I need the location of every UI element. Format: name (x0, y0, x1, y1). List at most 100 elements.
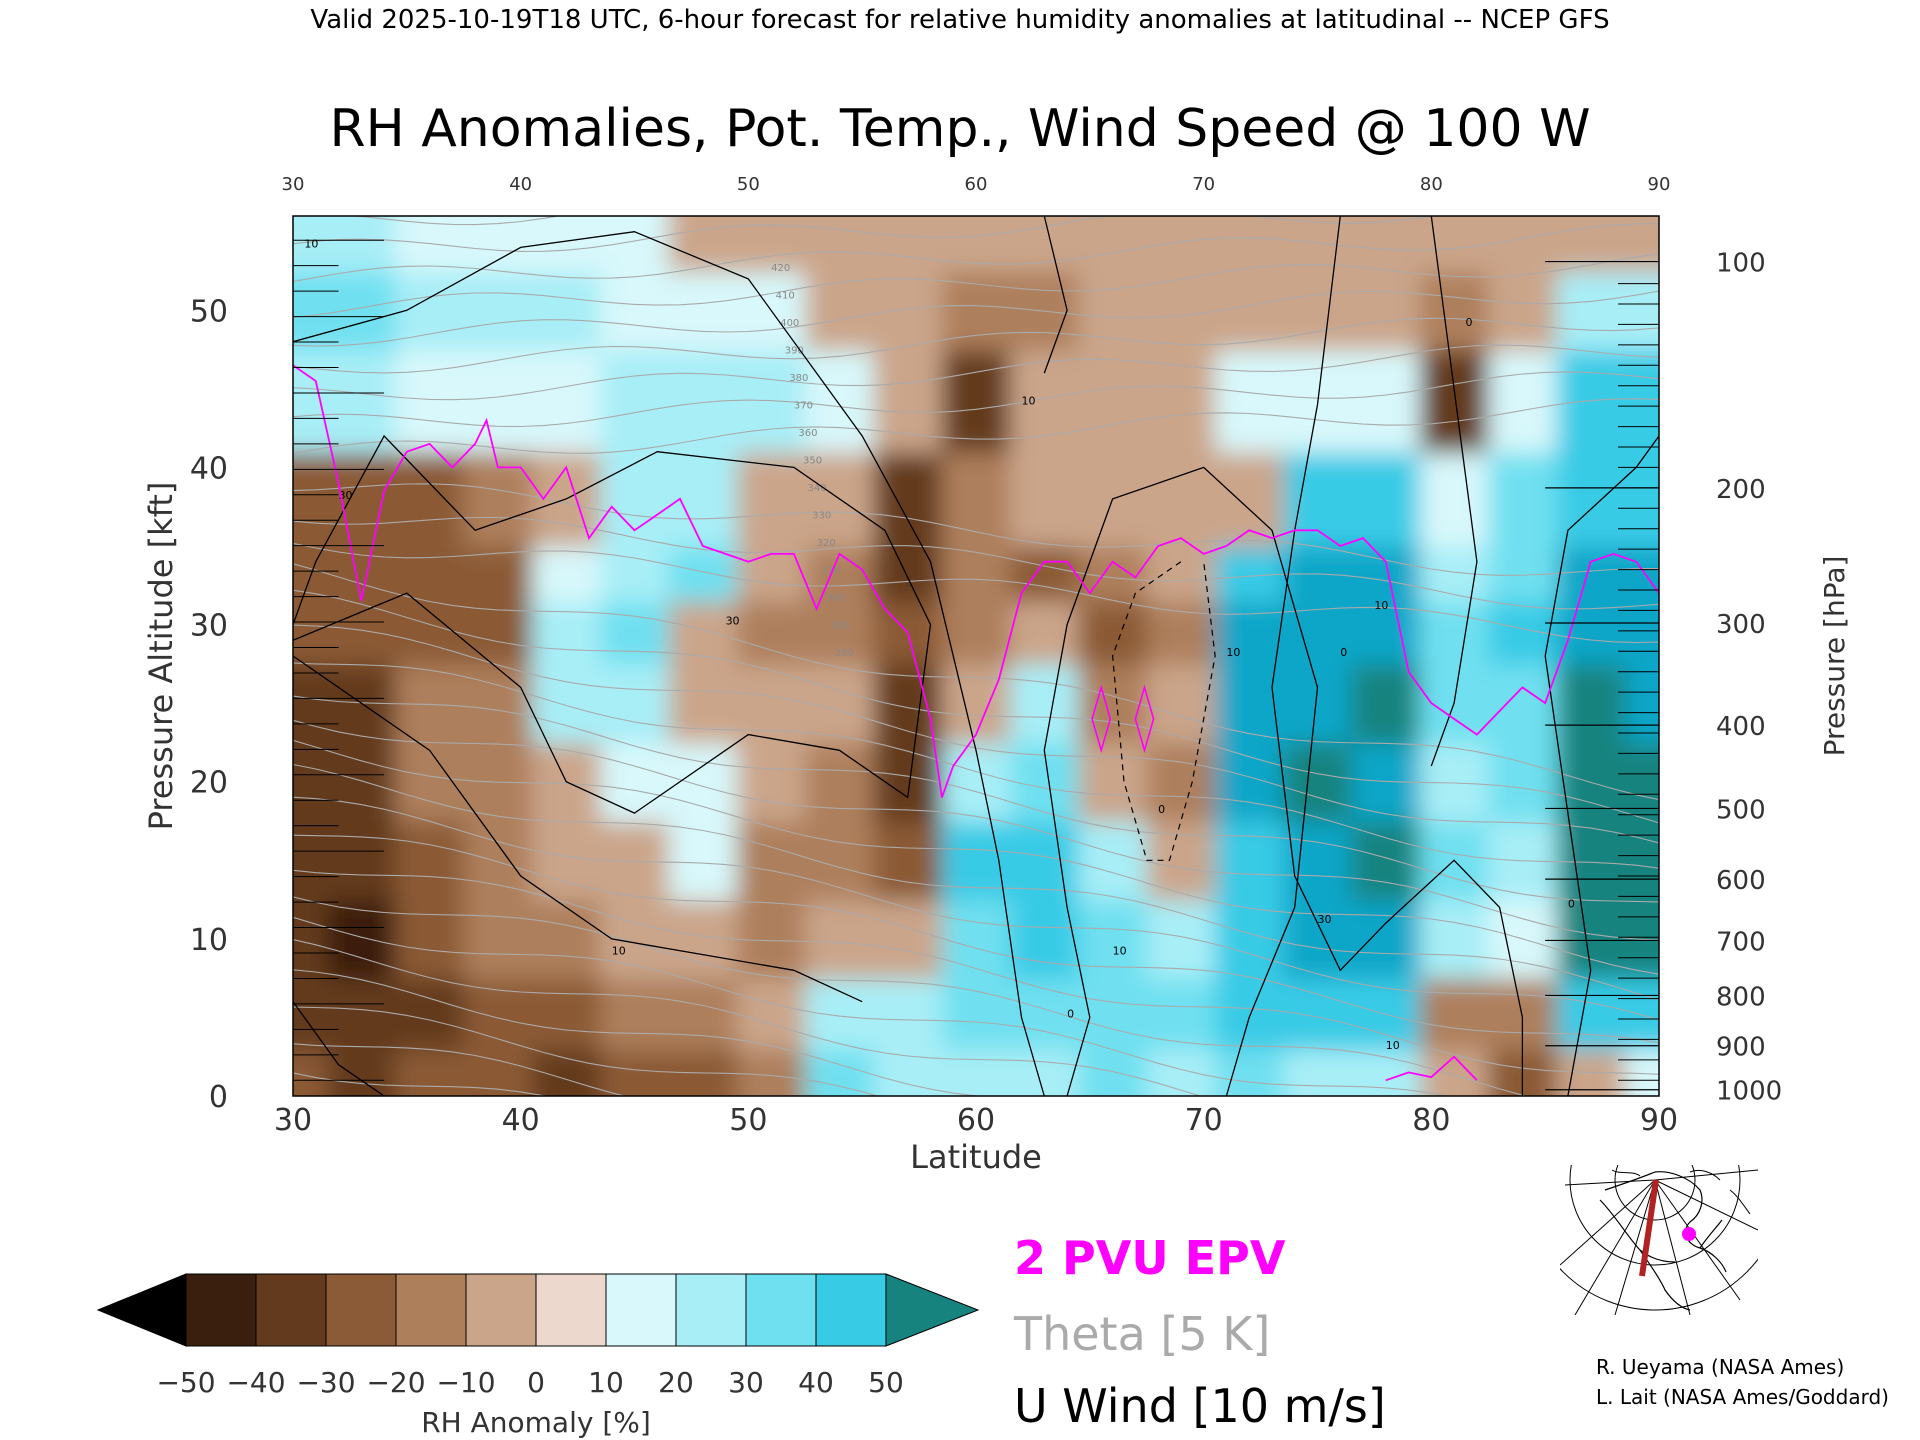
rh-cell (532, 216, 602, 272)
rh-cell (532, 601, 602, 665)
rh-cell (941, 899, 1012, 980)
rh-cell (805, 271, 875, 351)
colorbar-tick-label: 10 (588, 1366, 624, 1399)
rh-cell (1010, 216, 1080, 272)
rh-cell (1146, 349, 1217, 453)
theta-label: 330 (812, 511, 831, 522)
rh-cell (1419, 451, 1490, 547)
rh-cell (532, 271, 602, 351)
y-tick-label-right: 300 (1716, 610, 1766, 640)
rh-cell (1419, 271, 1490, 351)
rh-cell (668, 216, 738, 272)
rh-cell (1215, 663, 1285, 744)
rh-cell (1351, 451, 1421, 547)
rh-cell (1215, 978, 1285, 1050)
rh-cell (1010, 978, 1080, 1050)
theta-contour (293, 1072, 548, 1096)
rh-cell (327, 451, 397, 547)
u-wind-contour (1043, 216, 1068, 374)
colorbar-swatch (535, 1273, 607, 1347)
x-tick-label-top: 60 (965, 174, 988, 195)
rh-cell (1624, 663, 1659, 744)
credit-1: R. Ueyama (NASA Ames) (1596, 1355, 1844, 1379)
rh-cell (600, 601, 670, 665)
rh-cell (873, 349, 943, 453)
rh-cell (532, 978, 602, 1050)
rh-cell (1283, 978, 1353, 1050)
theta-label: 280 (835, 648, 854, 659)
rh-cell (1283, 271, 1353, 351)
u-wind-negative-contour (1111, 561, 1216, 861)
rh-cell (293, 899, 329, 980)
theta-label: 350 (803, 456, 822, 467)
u-wind-label: 0 (1465, 316, 1472, 329)
x-axis-top: 30 40 50 60 70 80 90 (282, 174, 1671, 195)
rh-cell (941, 601, 1012, 665)
y-tick-label-right: 600 (1716, 866, 1766, 896)
x-tick-label: 30 (274, 1103, 312, 1138)
rh-cell (736, 1048, 807, 1096)
rh-cell (1556, 821, 1626, 901)
rh-cell (600, 978, 670, 1050)
rh-anomaly-field (293, 216, 1659, 1096)
rh-cell (1146, 451, 1217, 547)
theta-contour (293, 516, 1659, 610)
rh-cell (600, 216, 670, 272)
rh-cell (293, 601, 329, 665)
rh-cell (1488, 601, 1558, 665)
rh-cell (805, 978, 875, 1050)
rh-cell (873, 899, 943, 980)
rh-cell (1351, 349, 1421, 453)
rh-cell (873, 1048, 943, 1096)
rh-cell (1146, 546, 1217, 602)
rh-cell (668, 546, 738, 602)
rh-cell (327, 821, 397, 901)
theta-label: 420 (771, 263, 790, 274)
rh-cell (736, 978, 807, 1050)
theta-label: 400 (780, 318, 799, 329)
rh-cell (873, 451, 943, 547)
u-wind-contour (293, 1001, 385, 1096)
rh-cell (327, 601, 397, 665)
rh-cell (736, 742, 807, 822)
rh-cell (600, 899, 670, 980)
rh-cell (600, 546, 670, 602)
rh-cell (327, 742, 397, 822)
rh-cell (1146, 601, 1217, 665)
u-wind-contour (293, 434, 932, 814)
rh-cell (1010, 601, 1080, 665)
x-tick-label: 50 (729, 1103, 767, 1138)
rh-cell (293, 821, 329, 901)
colorbar-tick-label: 0 (527, 1366, 545, 1399)
colorbar-swatch (395, 1273, 467, 1347)
y-tick-label: 30 (190, 609, 228, 644)
theta-contour (293, 938, 1202, 1096)
u-wind-contour (1271, 216, 1524, 1096)
u-wind-label: 10 (1386, 1039, 1400, 1052)
y-tick-label: 20 (190, 766, 228, 801)
colorbar-high-arrow (885, 1273, 980, 1347)
legend-theta: Theta [5 K] (1013, 1307, 1270, 1361)
rh-cell (1351, 663, 1421, 744)
rh-cell (1283, 663, 1353, 744)
u-wind-contour (1430, 216, 1478, 767)
rh-cell (395, 216, 465, 272)
epv-line-low (1385, 1055, 1478, 1082)
x-tick-label: 60 (957, 1103, 995, 1138)
colorbar-tick-label: 40 (798, 1366, 834, 1399)
rh-cell (1419, 349, 1490, 453)
rh-cell (327, 271, 397, 351)
rh-cell (293, 742, 329, 822)
rh-cell (1010, 663, 1080, 744)
rh-cell (463, 899, 534, 980)
rh-cell (873, 546, 943, 602)
rh-cell (668, 601, 738, 665)
rh-cell (1215, 546, 1285, 602)
rh-cell (1488, 451, 1558, 547)
rh-cell (941, 1048, 1012, 1096)
rh-cell (1351, 216, 1421, 272)
u-wind-label: 10 (1113, 945, 1127, 958)
rh-cell (327, 978, 397, 1050)
rh-cell (600, 451, 670, 547)
